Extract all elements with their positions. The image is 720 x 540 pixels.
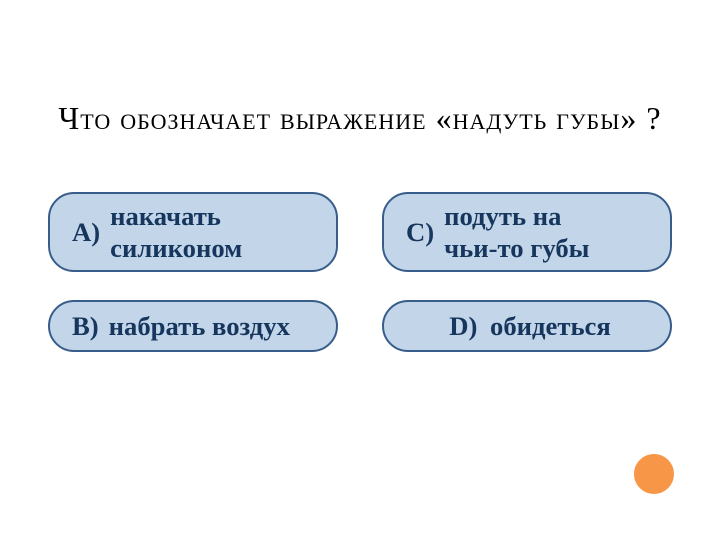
decorative-dot: [632, 452, 676, 496]
option-b[interactable]: В) набрать воздух: [48, 300, 338, 352]
question-title-text: Что обозначает выражение «надуть губы» ?: [58, 100, 661, 136]
option-d-label: обидеться: [490, 311, 611, 341]
option-a-letter: А): [72, 216, 100, 248]
option-a-label: накачать силиконом: [110, 200, 242, 264]
option-b-label: набрать воздух: [109, 310, 290, 342]
option-c-label: подуть на чьи-то губы: [444, 200, 589, 264]
question-title: Что обозначает выражение «надуть губы» ?: [0, 100, 720, 137]
option-b-letter: В): [72, 310, 99, 342]
options-row-2: В) набрать воздух D) обидеться: [48, 300, 672, 352]
option-d-letter: D): [449, 311, 477, 341]
option-d[interactable]: D) обидеться: [382, 300, 672, 352]
option-a[interactable]: А) накачать силиконом: [48, 192, 338, 272]
options-row-1: А) накачать силиконом С) подуть на чьи-т…: [48, 192, 672, 272]
options-container: А) накачать силиконом С) подуть на чьи-т…: [48, 192, 672, 380]
option-c[interactable]: С) подуть на чьи-то губы: [382, 192, 672, 272]
option-c-letter: С): [406, 216, 434, 248]
